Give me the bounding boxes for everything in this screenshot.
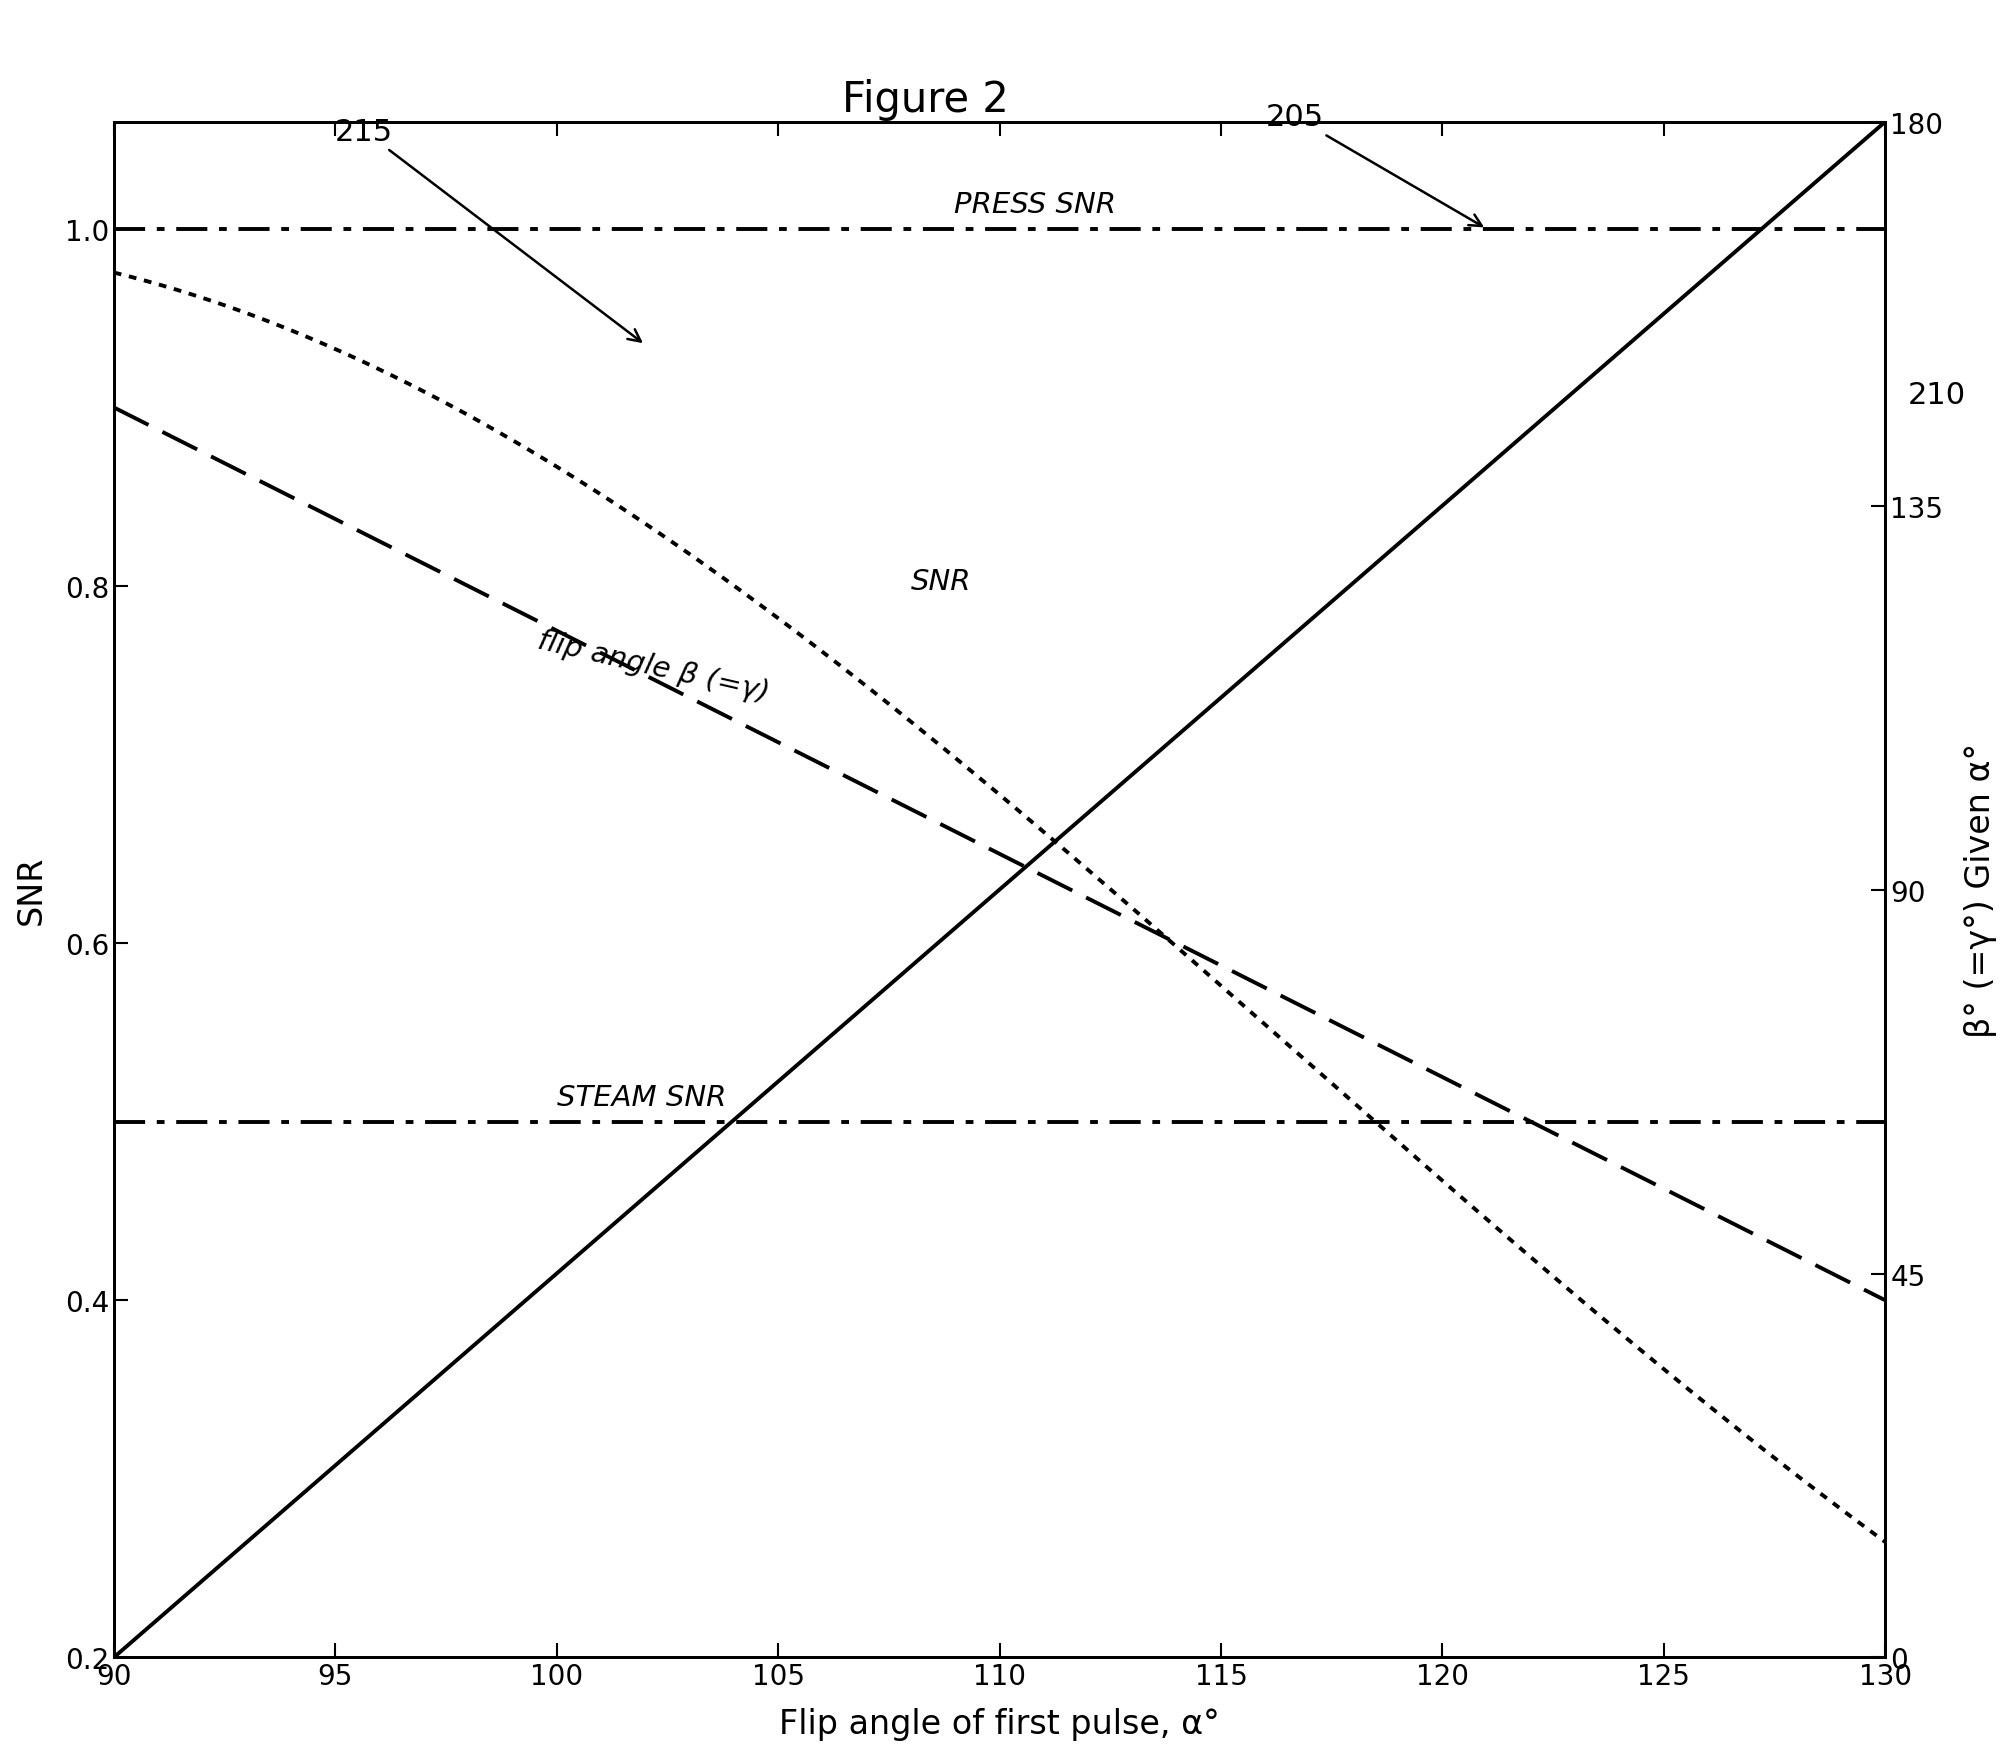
Text: Figure 2: Figure 2 [843, 79, 1008, 121]
Text: STEAM SNR: STEAM SNR [557, 1083, 726, 1111]
X-axis label: Flip angle of first pulse, α°: Flip angle of first pulse, α° [779, 1708, 1219, 1739]
Text: 205: 205 [1266, 104, 1483, 226]
Text: 210: 210 [1907, 381, 1966, 411]
Text: 215: 215 [336, 118, 640, 342]
Text: flip angle β (=γ): flip angle β (=γ) [535, 627, 771, 707]
Text: PRESS SNR: PRESS SNR [954, 191, 1117, 219]
Y-axis label: SNR: SNR [14, 855, 48, 925]
Y-axis label: β° (=γ°) Given α°: β° (=γ°) Given α° [1964, 742, 1998, 1037]
Text: SNR: SNR [911, 567, 972, 595]
